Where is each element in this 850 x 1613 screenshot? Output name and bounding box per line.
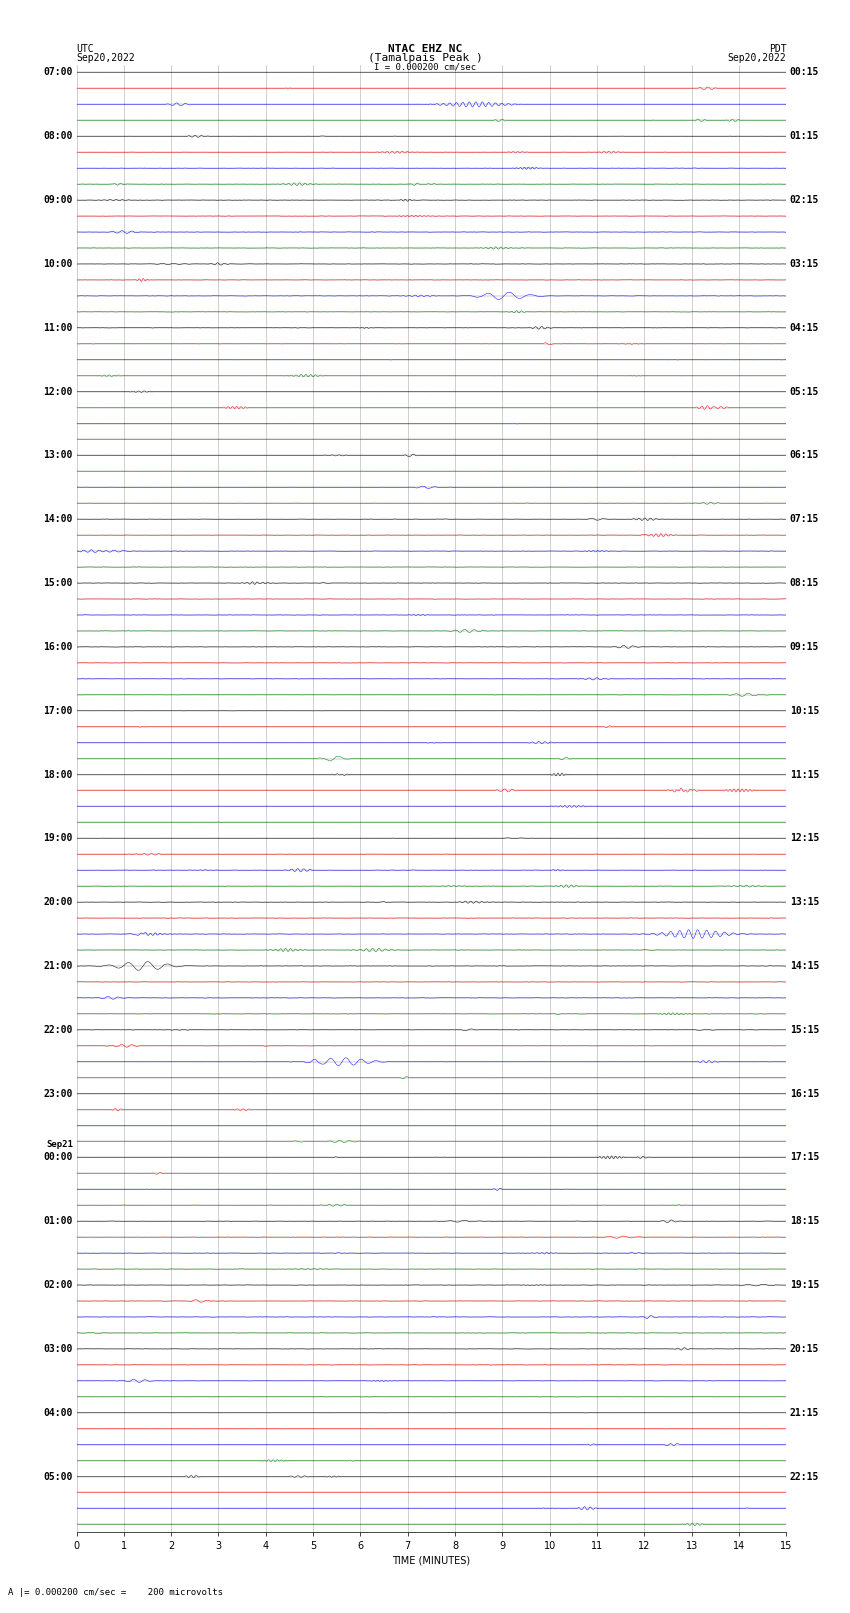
Text: 07:00: 07:00 <box>43 68 73 77</box>
Text: 04:00: 04:00 <box>43 1408 73 1418</box>
Text: 22:00: 22:00 <box>43 1024 73 1036</box>
Text: 15:00: 15:00 <box>43 577 73 589</box>
Text: 17:15: 17:15 <box>790 1152 819 1163</box>
Text: 13:00: 13:00 <box>43 450 73 460</box>
Text: 09:00: 09:00 <box>43 195 73 205</box>
Text: 02:00: 02:00 <box>43 1281 73 1290</box>
Text: 16:15: 16:15 <box>790 1089 819 1098</box>
Text: 12:00: 12:00 <box>43 387 73 397</box>
Text: 22:15: 22:15 <box>790 1471 819 1481</box>
Text: 12:15: 12:15 <box>790 834 819 844</box>
Text: I = 0.000200 cm/sec: I = 0.000200 cm/sec <box>374 63 476 73</box>
Text: 05:00: 05:00 <box>43 1471 73 1481</box>
Text: 00:15: 00:15 <box>790 68 819 77</box>
Text: 03:15: 03:15 <box>790 260 819 269</box>
Text: 11:15: 11:15 <box>790 769 819 779</box>
Text: 21:00: 21:00 <box>43 961 73 971</box>
Text: 20:15: 20:15 <box>790 1344 819 1353</box>
Text: 08:15: 08:15 <box>790 577 819 589</box>
Text: 07:15: 07:15 <box>790 515 819 524</box>
Text: Sep20,2022: Sep20,2022 <box>728 53 786 63</box>
Text: 21:15: 21:15 <box>790 1408 819 1418</box>
Text: 09:15: 09:15 <box>790 642 819 652</box>
Text: 15:15: 15:15 <box>790 1024 819 1036</box>
X-axis label: TIME (MINUTES): TIME (MINUTES) <box>393 1555 470 1566</box>
Text: 10:15: 10:15 <box>790 705 819 716</box>
Text: 13:15: 13:15 <box>790 897 819 907</box>
Text: 14:15: 14:15 <box>790 961 819 971</box>
Text: 19:00: 19:00 <box>43 834 73 844</box>
Text: 04:15: 04:15 <box>790 323 819 332</box>
Text: Sep20,2022: Sep20,2022 <box>76 53 135 63</box>
Text: (Tamalpais Peak ): (Tamalpais Peak ) <box>367 53 483 63</box>
Text: 02:15: 02:15 <box>790 195 819 205</box>
Text: PDT: PDT <box>768 44 786 53</box>
Text: 23:00: 23:00 <box>43 1089 73 1098</box>
Text: UTC: UTC <box>76 44 94 53</box>
Text: Sep21: Sep21 <box>46 1140 73 1150</box>
Text: 08:00: 08:00 <box>43 131 73 142</box>
Text: 05:15: 05:15 <box>790 387 819 397</box>
Text: 01:00: 01:00 <box>43 1216 73 1226</box>
Text: 17:00: 17:00 <box>43 705 73 716</box>
Text: 06:15: 06:15 <box>790 450 819 460</box>
Text: 00:00: 00:00 <box>43 1152 73 1163</box>
Text: 20:00: 20:00 <box>43 897 73 907</box>
Text: NTAC EHZ NC: NTAC EHZ NC <box>388 44 462 53</box>
Text: 18:00: 18:00 <box>43 769 73 779</box>
Text: 10:00: 10:00 <box>43 260 73 269</box>
Text: 16:00: 16:00 <box>43 642 73 652</box>
Text: 14:00: 14:00 <box>43 515 73 524</box>
Text: 18:15: 18:15 <box>790 1216 819 1226</box>
Text: 11:00: 11:00 <box>43 323 73 332</box>
Text: A |= 0.000200 cm/sec =    200 microvolts: A |= 0.000200 cm/sec = 200 microvolts <box>8 1587 224 1597</box>
Text: 01:15: 01:15 <box>790 131 819 142</box>
Text: 19:15: 19:15 <box>790 1281 819 1290</box>
Text: 03:00: 03:00 <box>43 1344 73 1353</box>
